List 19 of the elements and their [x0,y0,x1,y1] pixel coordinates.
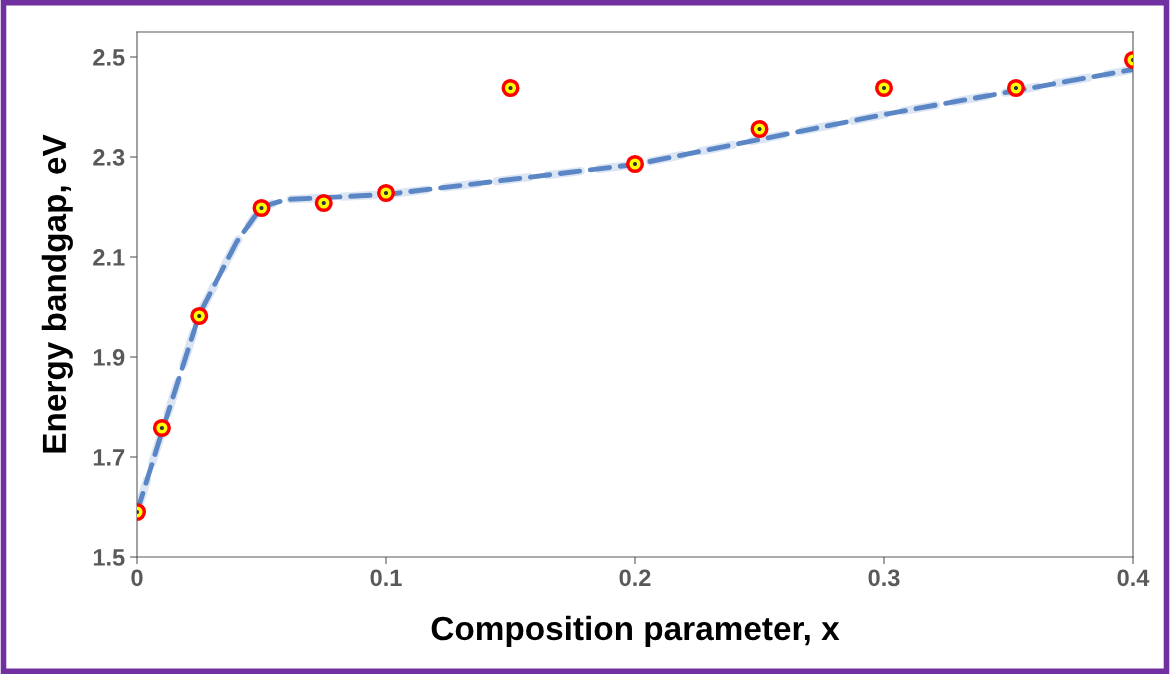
y-tick-label: 2.5 [93,49,125,66]
y-tick-label: 2.1 [93,249,125,266]
point [750,119,769,139]
y-tick-label: 1.9 [93,349,125,366]
x-tick-label: 0.2 [619,569,651,587]
point [152,418,171,438]
point [1006,78,1025,98]
y-tick-label: 2.3 [93,149,125,166]
x-tick-label: 0.1 [370,569,402,587]
point [501,78,520,98]
x-tick-label: 0 [131,569,143,587]
point [314,193,333,213]
y-tick-label: 1.5 [93,549,125,566]
y-tick-label: 1.7 [93,449,125,466]
point [874,78,894,98]
x-axis-title: Composition parameter, x [431,615,840,647]
x-tick-label: 0.4 [1117,569,1150,587]
y-axis-title: Energy bandgap, eV [41,134,73,453]
x-tick-label: 0.3 [868,569,900,587]
